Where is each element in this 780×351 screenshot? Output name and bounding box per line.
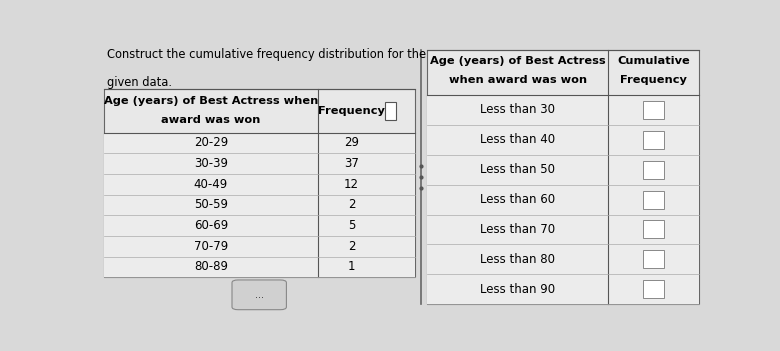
Text: 80-89: 80-89	[194, 260, 228, 273]
Text: Frequency: Frequency	[318, 106, 385, 116]
Text: given data.: given data.	[107, 76, 172, 89]
Bar	[104, 133, 415, 153]
Text: 60-69: 60-69	[193, 219, 228, 232]
Bar	[427, 185, 699, 214]
Bar	[427, 50, 699, 304]
Bar	[104, 236, 415, 257]
Text: Less than 90: Less than 90	[480, 283, 555, 296]
Text: Less than 30: Less than 30	[480, 103, 555, 116]
Bar	[104, 215, 415, 236]
Bar	[643, 161, 665, 179]
Text: Age (years) of Best Actress: Age (years) of Best Actress	[430, 56, 605, 66]
Text: 40-49: 40-49	[193, 178, 228, 191]
Bar	[104, 257, 415, 277]
Bar	[427, 155, 699, 185]
Text: 1: 1	[348, 260, 355, 273]
Bar	[427, 214, 699, 244]
Text: award was won: award was won	[161, 115, 261, 125]
Text: 30-39: 30-39	[194, 157, 228, 170]
Bar	[104, 90, 415, 277]
Bar	[427, 274, 699, 304]
Bar	[427, 244, 699, 274]
Bar	[104, 174, 415, 194]
Bar	[643, 220, 665, 238]
FancyBboxPatch shape	[232, 280, 286, 310]
Text: Frequency: Frequency	[620, 74, 687, 85]
Text: Less than 50: Less than 50	[480, 163, 555, 176]
Bar	[643, 250, 665, 269]
Text: 37: 37	[344, 157, 359, 170]
Text: 29: 29	[344, 137, 359, 150]
Text: 5: 5	[348, 219, 355, 232]
Bar	[643, 131, 665, 149]
Text: Less than 40: Less than 40	[480, 133, 555, 146]
Text: 50-59: 50-59	[194, 198, 228, 211]
Text: Less than 60: Less than 60	[480, 193, 555, 206]
Text: ...: ...	[255, 290, 264, 300]
Text: when award was won: when award was won	[448, 74, 587, 85]
Bar	[104, 194, 415, 215]
Text: Construct the cumulative frequency distribution for the: Construct the cumulative frequency distr…	[107, 47, 426, 60]
Text: Less than 70: Less than 70	[480, 223, 555, 236]
Text: 2: 2	[348, 198, 355, 211]
Text: 70-79: 70-79	[193, 240, 228, 253]
Text: 2: 2	[348, 240, 355, 253]
Bar	[427, 95, 699, 125]
Text: 20-29: 20-29	[193, 137, 228, 150]
Bar	[385, 102, 396, 120]
Bar	[643, 101, 665, 119]
Bar	[427, 125, 699, 155]
Bar	[643, 280, 665, 298]
Text: Age (years) of Best Actress when: Age (years) of Best Actress when	[104, 96, 318, 106]
Bar	[104, 153, 415, 174]
Text: Less than 80: Less than 80	[480, 253, 555, 266]
Text: 12: 12	[344, 178, 359, 191]
Text: Cumulative: Cumulative	[617, 56, 690, 66]
Bar	[643, 191, 665, 208]
